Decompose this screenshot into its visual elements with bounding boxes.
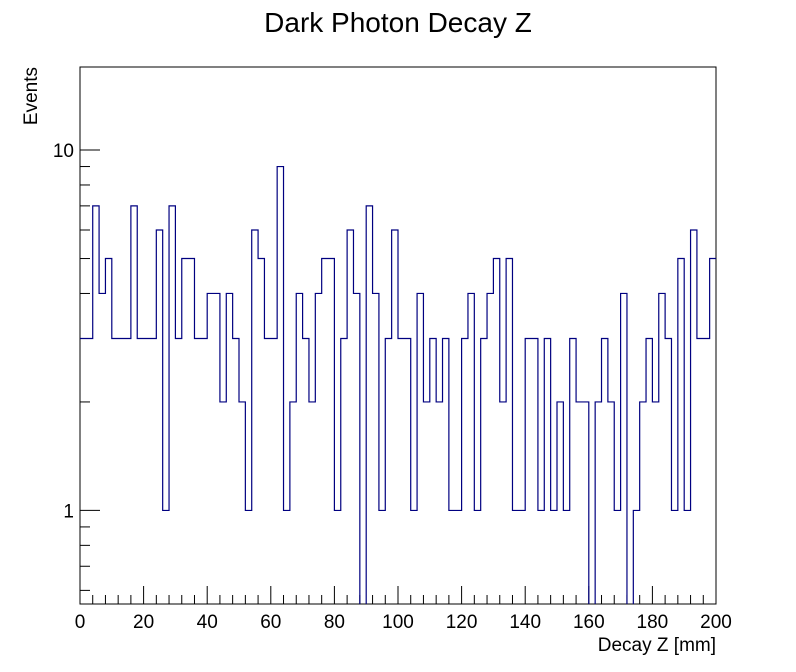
histogram-line <box>80 165 716 604</box>
x-tick-label: 40 <box>197 612 218 633</box>
x-tick-label: 20 <box>133 612 154 633</box>
x-tick-label: 180 <box>637 612 669 633</box>
x-tick-label: 60 <box>260 612 281 633</box>
y-tick-label: 1 <box>63 501 74 522</box>
x-tick-label: 100 <box>382 612 414 633</box>
x-tick-label: 160 <box>573 612 605 633</box>
x-tick-label: 120 <box>446 612 478 633</box>
chart-title: Dark Photon Decay Z <box>264 7 532 38</box>
axis-ticks <box>79 149 717 604</box>
x-tick-label: 200 <box>700 612 732 633</box>
y-axis-label: Events <box>21 67 42 125</box>
tick-labels: 0 20 40 60 80 100 120 140 160 180 200 1 10 <box>53 141 732 633</box>
x-tick-label: 0 <box>75 612 86 633</box>
y-tick-label: 10 <box>53 141 74 162</box>
x-axis-label: Decay Z [mm] <box>598 635 716 656</box>
x-tick-label: 140 <box>509 612 541 633</box>
x-tick-label: 80 <box>324 612 345 633</box>
